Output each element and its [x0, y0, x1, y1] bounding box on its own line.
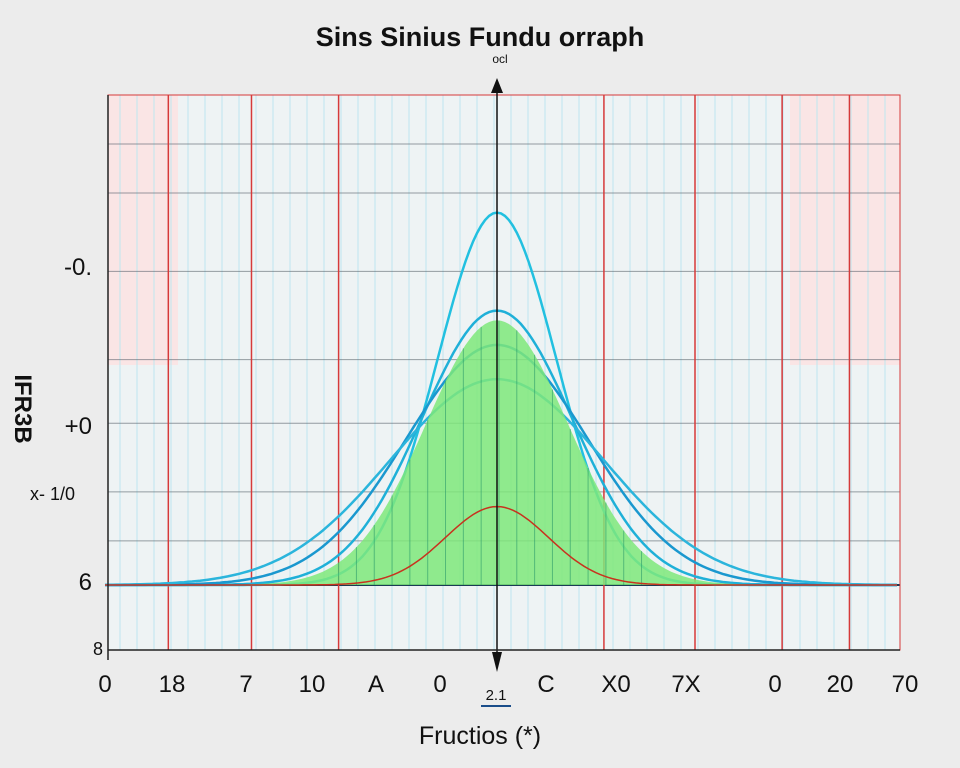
center-label: 2.1 — [486, 687, 507, 704]
pink-region-right — [790, 95, 900, 365]
x-tick-label: 7 — [239, 671, 252, 698]
pink-region-left — [108, 95, 178, 365]
chart-title: Sins Sinius Fundu orraph — [315, 22, 645, 52]
y-tick-label: 8 — [93, 639, 103, 659]
x-axis-label: Fructios (*) — [418, 722, 542, 750]
x-tick-label: 18 — [159, 671, 186, 698]
x-tick-label: A — [368, 671, 384, 698]
x-tick-label: X0 — [601, 671, 630, 698]
x-tick-label: 0 — [433, 671, 446, 698]
y-axis-top-label: ocl — [492, 52, 508, 66]
x-tick-label: 7X — [671, 671, 700, 698]
x-tick-label: 10 — [299, 671, 326, 698]
y-tick-label: -0. — [64, 254, 92, 281]
series-green-fill — [104, 320, 897, 585]
series-red — [105, 505, 897, 586]
x-tick-label: 0 — [768, 671, 781, 698]
y-tick-label: +0 — [65, 413, 92, 440]
y-tick-label: x- 1/0 — [30, 484, 75, 504]
y-axis-arrow-icon — [491, 78, 503, 93]
x-tick-label: 70 — [892, 671, 919, 698]
x-axis-marker-icon — [492, 652, 502, 672]
x-tick-label: 20 — [827, 671, 854, 698]
x-tick-label: 0 — [98, 671, 111, 698]
y-tick-label: 6 — [79, 569, 92, 596]
x-tick-label: C — [537, 671, 554, 698]
